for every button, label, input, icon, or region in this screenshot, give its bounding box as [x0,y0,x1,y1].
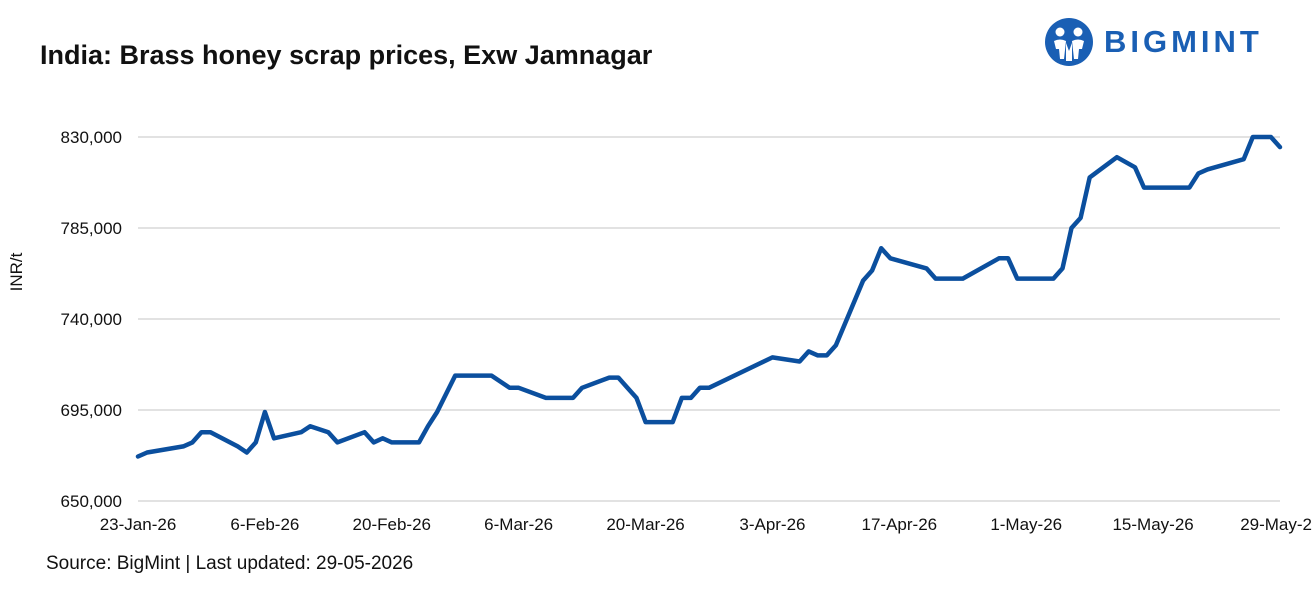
series-layer [135,134,1283,459]
price-series-line [135,134,1283,459]
x-tick-label: 6-Mar-26 [484,515,553,534]
x-tick-label: 29-May-2 [1240,515,1312,534]
x-tick-label: 20-Feb-26 [353,515,431,534]
y-axis-label: INR/t [7,252,26,291]
x-tick-label: 6-Feb-26 [230,515,299,534]
gridlines [138,136,1280,502]
logo-text: BIGMINT [1104,24,1263,59]
bigmint-logo-icon [1045,18,1093,66]
y-tick-label: 650,000 [61,492,122,511]
x-tick-label: 23-Jan-26 [100,515,177,534]
bigmint-logo: BIGMINT [1044,14,1263,70]
x-axis-ticks: 23-Jan-26 6-Feb-26 20-Feb-26 6-Mar-26 20-Mar… [100,515,1312,534]
x-tick-label: 20-Mar-26 [606,515,684,534]
x-tick-label: 1-May-26 [990,515,1062,534]
y-axis-ticks: 650,000 695,000 740,000 785,000 830,000 [61,128,122,511]
y-tick-label: 785,000 [61,219,122,238]
y-tick-label: 695,000 [61,401,122,420]
x-tick-label: 3-Apr-26 [739,515,805,534]
x-tick-label: 17-Apr-26 [862,515,938,534]
y-tick-label: 740,000 [61,310,122,329]
y-tick-label: 830,000 [61,128,122,147]
x-tick-label: 15-May-26 [1112,515,1193,534]
chart-title: India: Brass honey scrap prices, Exw Jam… [40,40,653,70]
source-note: Source: BigMint | Last updated: 29-05-20… [46,553,414,574]
